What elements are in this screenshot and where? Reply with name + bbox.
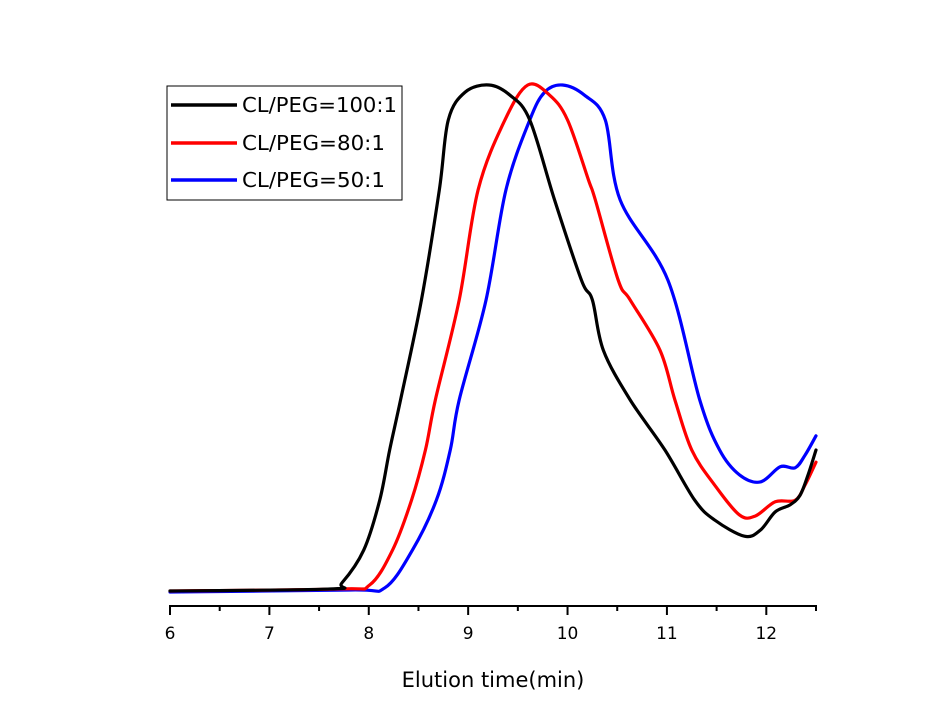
x-tick-label: 7 [264,624,275,644]
x-axis-title: Elution time(min) [402,668,585,692]
x-tick-label: 11 [656,624,678,644]
x-ticks [169,606,817,615]
legend-label: CL/PEG=50:1 [242,168,385,192]
x-tick-label: 9 [463,624,474,644]
plot-lines [168,82,818,594]
legend: CL/PEG=100:1 CL/PEG=80:1 CL/PEG=50:1 [166,85,403,201]
series-line-1 [168,83,818,593]
x-tick-label: 12 [755,624,777,644]
legend-items: CL/PEG=100:1 CL/PEG=80:1 CL/PEG=50:1 [171,93,397,192]
x-axis: 6 7 8 9 10 11 12 Elution time(min) [165,605,817,692]
series-line-3 [168,83,818,594]
legend-label: CL/PEG=80:1 [242,131,385,155]
x-tick-label: 8 [363,624,374,644]
x-tick-label: 10 [557,624,579,644]
x-tick-label: 6 [165,624,176,644]
series-line-2 [168,82,818,593]
x-tick-labels: 6 7 8 9 10 11 12 [165,624,778,644]
legend-label: CL/PEG=100:1 [242,93,397,117]
